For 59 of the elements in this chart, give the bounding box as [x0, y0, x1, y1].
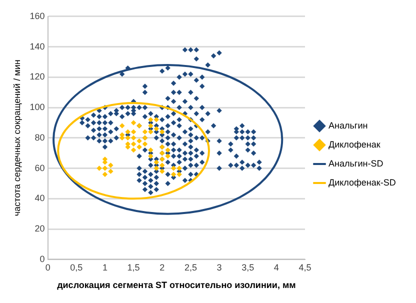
point	[130, 147, 136, 153]
point	[130, 129, 136, 134]
x-tick-label: 4,5	[298, 262, 312, 272]
legend-label: Анальгин	[328, 120, 368, 130]
x-tick-label: 1	[102, 262, 108, 272]
point	[148, 123, 154, 128]
point	[96, 166, 102, 171]
point	[170, 172, 176, 177]
point	[165, 154, 170, 159]
legend-label: Диклофенак	[328, 139, 380, 150]
x-tick-label: 3,5	[242, 262, 254, 272]
point	[130, 141, 136, 147]
y-tick-label: 0	[40, 254, 45, 264]
point	[102, 166, 108, 171]
y-tick-label: 40	[34, 193, 45, 204]
y-tick-label: 160	[30, 10, 45, 21]
point	[148, 129, 154, 134]
point	[142, 129, 148, 134]
point	[125, 129, 130, 134]
point	[154, 160, 160, 165]
x-tick-label: 1,5	[127, 262, 140, 272]
point	[108, 168, 114, 174]
y-tick-label: 140	[30, 41, 45, 52]
point	[160, 168, 165, 174]
point	[160, 129, 165, 134]
x-tick-label: 0,5	[70, 262, 83, 272]
point	[170, 166, 176, 171]
point	[102, 172, 108, 177]
y-tick-label: 80	[34, 132, 45, 142]
x-tick-label: 4	[274, 262, 279, 272]
y-tick-label: 120	[30, 72, 45, 82]
point	[136, 138, 142, 144]
y-axis-title: частота сердечных сокращений / мин	[12, 60, 22, 216]
x-tick-label: 3	[216, 262, 222, 272]
x-axis-title: дислокация сегмента ST относительно изолинии, мм	[57, 280, 296, 290]
point	[130, 120, 136, 126]
point	[154, 117, 160, 122]
point	[125, 135, 130, 140]
y-tick-label: 100	[30, 102, 45, 112]
point	[165, 147, 170, 153]
point	[148, 117, 154, 122]
y-tick-label: 60	[34, 162, 45, 173]
legend-label: Диклофенак-SD	[328, 177, 396, 188]
point	[130, 135, 136, 140]
x-tick-label: 2,5	[184, 262, 197, 272]
point	[154, 126, 160, 132]
point	[160, 162, 165, 168]
point	[176, 166, 182, 171]
point	[136, 144, 142, 150]
legend-label: Анальгин-SD	[328, 158, 384, 168]
point	[108, 162, 114, 168]
point	[176, 172, 182, 177]
point	[142, 141, 148, 147]
y-tick-label: 20	[34, 224, 45, 234]
point	[148, 147, 154, 153]
point	[148, 154, 154, 159]
point	[120, 123, 125, 128]
point	[154, 166, 160, 171]
x-tick-label: 2	[160, 262, 165, 272]
